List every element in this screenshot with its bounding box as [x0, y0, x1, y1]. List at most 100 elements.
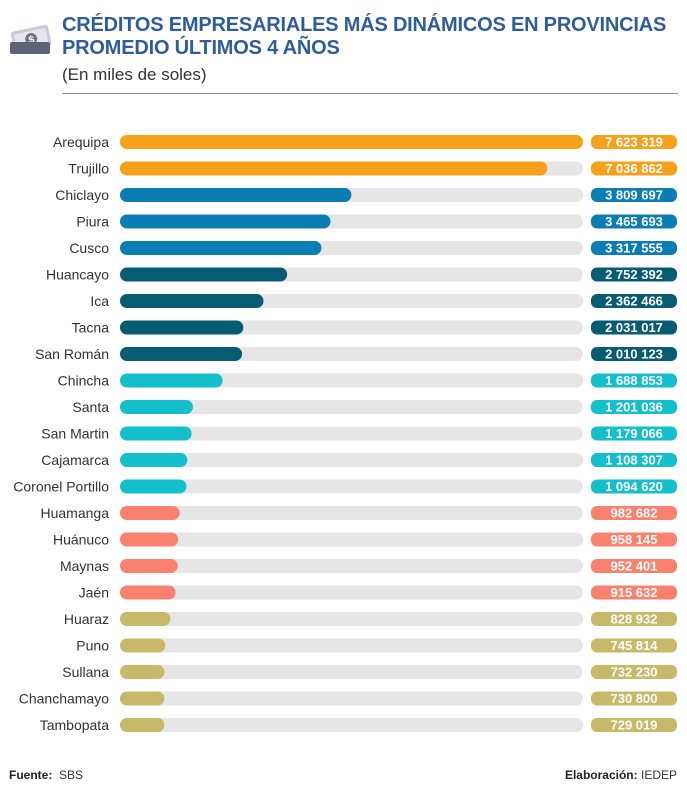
value-badge — [591, 373, 677, 388]
value-badge — [591, 161, 677, 176]
bar-track — [120, 718, 583, 732]
category-label: Santa — [72, 399, 109, 415]
value-label: 2 031 017 — [605, 320, 663, 335]
bar — [120, 373, 223, 388]
category-label: Huaraz — [64, 611, 109, 627]
value-label: 745 814 — [611, 638, 659, 653]
category-label: Jaén — [79, 585, 109, 601]
bar-row: Tacna 2 031 017 — [72, 320, 677, 336]
category-label: Arequipa — [53, 134, 109, 150]
category-label: Ica — [90, 293, 109, 309]
value-label: 1 688 853 — [605, 373, 663, 388]
bar — [120, 612, 171, 626]
category-label: San Román — [35, 346, 109, 362]
bar-track — [120, 400, 583, 414]
source-value: SBS — [59, 768, 84, 782]
category-label: Chiclayo — [55, 187, 109, 203]
bar — [120, 347, 243, 361]
bar — [120, 585, 176, 600]
chart-title-line-2: PROMEDIO ÚLTIMOS 4 AÑOS — [62, 37, 340, 59]
value-label: 729 019 — [611, 718, 658, 733]
credit-label: Elaboración: — [564, 768, 638, 782]
value-badge — [591, 585, 677, 600]
category-label: Cajamarca — [41, 452, 109, 468]
bar-track — [120, 612, 583, 626]
bar-row: Chincha 1 688 853 — [58, 373, 677, 389]
value-label: 982 682 — [611, 506, 658, 521]
value-label: 828 932 — [611, 612, 658, 627]
bar — [120, 214, 331, 229]
value-badge — [591, 188, 677, 202]
bar-track — [120, 691, 583, 706]
bar-row: Huamanga 982 682 — [41, 505, 677, 521]
chart-header: $ CRÉDITOS EMPRESARIALES MÁS DINÁMICOS E… — [0, 0, 687, 100]
bar — [120, 506, 180, 520]
bar — [120, 294, 264, 308]
value-badge — [591, 135, 677, 149]
category-label: Coronel Portillo — [13, 479, 109, 495]
value-label: 1 179 066 — [605, 426, 663, 441]
bar-track — [120, 532, 583, 547]
bar — [120, 691, 165, 706]
bar-row: Huánuco 958 145 — [53, 532, 677, 548]
category-label: Chanchamayo — [19, 691, 109, 707]
category-label: Sullana — [62, 664, 109, 680]
bar-row: Puno 745 814 — [76, 638, 677, 654]
value-label: 915 632 — [611, 585, 658, 600]
value-label: 732 230 — [611, 665, 658, 680]
category-label: Cusco — [69, 240, 109, 256]
bar-row: Chanchamayo 730 800 — [19, 691, 677, 707]
value-badge — [591, 347, 677, 361]
category-label: Huancayo — [46, 267, 109, 283]
bar — [120, 559, 178, 573]
value-badge — [591, 294, 677, 308]
value-label: 730 800 — [611, 691, 658, 706]
bar-row: San Martin 1 179 066 — [41, 426, 677, 442]
value-badge — [591, 400, 677, 414]
bar — [120, 453, 188, 467]
credit-note: Elaboración: IEDEP — [565, 768, 677, 782]
source-note: Fuente: SBS — [9, 768, 83, 782]
value-label: 1 108 307 — [605, 453, 663, 468]
bar — [120, 718, 165, 732]
bar-row: Coronel Portillo 1 094 620 — [13, 479, 677, 495]
bar — [120, 532, 179, 547]
value-label: 1 094 620 — [605, 479, 663, 494]
category-label: Chincha — [58, 373, 110, 389]
value-label: 3 317 555 — [605, 241, 663, 256]
value-badge — [591, 426, 677, 441]
value-label: 2 362 466 — [605, 294, 663, 309]
value-label: 7 036 862 — [605, 161, 663, 176]
bar — [120, 267, 288, 282]
credit-value: IEDEP — [640, 768, 677, 782]
value-badge — [591, 718, 677, 732]
category-label: Huamanga — [41, 505, 110, 521]
category-label: Huánuco — [53, 532, 109, 548]
chart-title: CRÉDITOS EMPRESARIALES MÁS DINÁMICOS EN … — [62, 14, 666, 60]
bar-row: Tambopata 729 019 — [40, 717, 677, 733]
value-badge — [591, 559, 677, 573]
bar-row: Santa 1 201 036 — [72, 399, 677, 415]
value-badge — [591, 479, 677, 494]
value-badge — [591, 691, 677, 706]
bar-track — [120, 559, 583, 573]
category-label: Trujillo — [68, 161, 109, 177]
bar-row: San Román 2 010 123 — [35, 346, 677, 362]
bar — [120, 479, 187, 494]
value-label: 7 623 319 — [605, 135, 663, 150]
category-label: Tambopata — [40, 717, 109, 733]
bar-track — [120, 426, 583, 441]
bar-track — [120, 479, 583, 494]
value-badge — [591, 506, 677, 520]
bar-row: Cajamarca 1 108 307 — [41, 452, 677, 468]
bar-row: Chiclayo 3 809 697 — [55, 187, 677, 203]
bar-track — [120, 373, 583, 388]
bar-row: Huancayo 2 752 392 — [46, 267, 677, 283]
bar-track — [120, 585, 583, 600]
bar-track — [120, 453, 583, 467]
bar-row: Sullana 732 230 — [62, 664, 677, 680]
bar — [120, 400, 193, 414]
bar-chart: Arequipa 7 623 319 Trujillo 7 036 862 Chicla… — [13, 134, 677, 733]
bar — [120, 426, 192, 441]
bar — [120, 320, 244, 335]
